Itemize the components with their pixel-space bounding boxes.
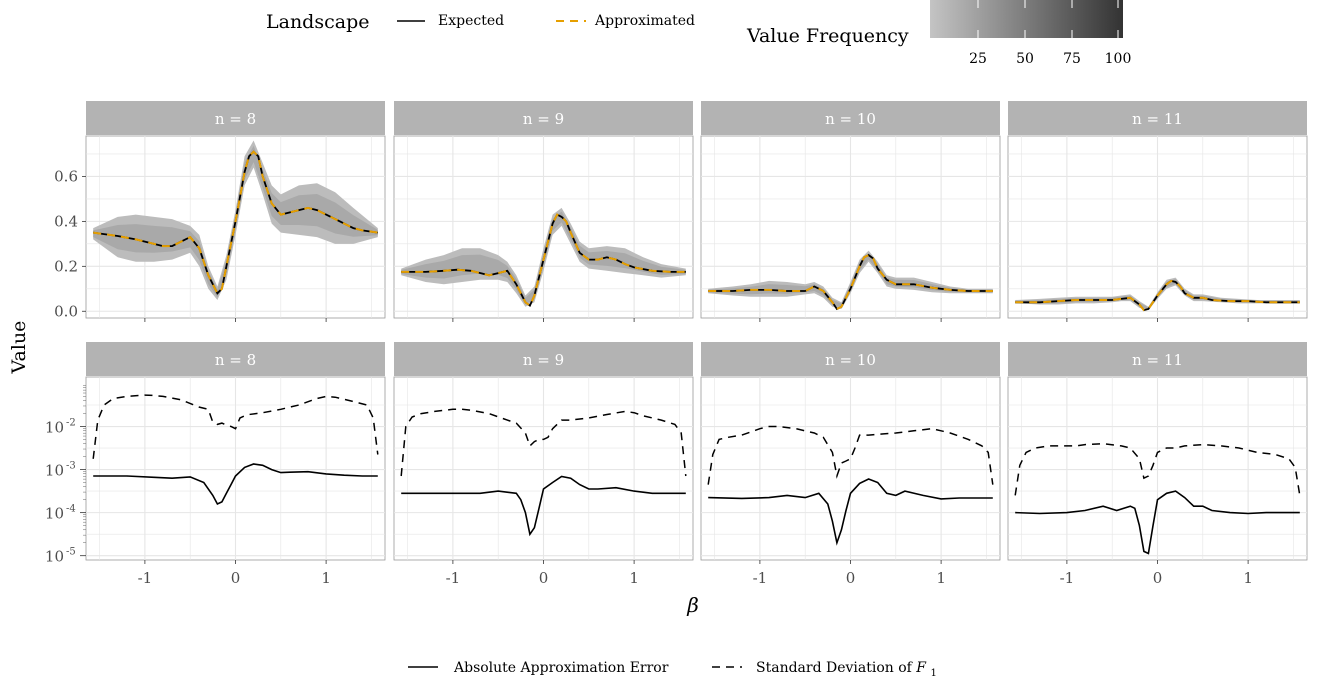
y-tick-label-exponent: -5 bbox=[66, 547, 76, 558]
y-tick-label-exponent: -3 bbox=[66, 461, 76, 472]
facet-panel-value-9: n = 9 bbox=[393, 101, 694, 322]
x-tick-label: 1 bbox=[321, 569, 331, 587]
facet-strip bbox=[394, 101, 693, 135]
facet-strip bbox=[701, 101, 1000, 135]
legend-sd-label-text: Standard Deviation of bbox=[756, 660, 916, 676]
y-tick-label: 0.6 bbox=[54, 167, 78, 185]
sd-line bbox=[400, 408, 687, 477]
y-tick-label-exponent: -4 bbox=[66, 504, 76, 515]
x-tick-label: 0 bbox=[1153, 569, 1163, 587]
panels: n = 8 0.0 0.2 0.4 0.6 n = 9 n = 10 n = 11 n = 8 -… bbox=[45, 101, 1308, 587]
frequency-colorbar-tick-label: 50 bbox=[1016, 51, 1034, 67]
x-tick-label: 0 bbox=[231, 569, 241, 587]
x-axis-title: β bbox=[686, 593, 699, 617]
error-line bbox=[93, 463, 378, 506]
legend-sd-label-sub: 1 bbox=[930, 668, 936, 679]
facet-panel-error-8: n = 8-1 0 110-510-410-310-2 bbox=[45, 342, 386, 587]
y-tick-label-exponent: -2 bbox=[66, 418, 76, 429]
facet-strip-label: n = 8 bbox=[215, 351, 256, 369]
landscape-legend: Landscape Expected Approximated bbox=[266, 11, 695, 33]
frequency-legend-title: Value Frequency bbox=[746, 25, 909, 47]
facet-panel-error-11: n = 11 -1 0 1 bbox=[1007, 342, 1308, 587]
facet-strip bbox=[1008, 101, 1307, 135]
error-line bbox=[1015, 490, 1300, 555]
legend-error-label: Absolute Approximation Error bbox=[453, 660, 669, 676]
facet-strip bbox=[701, 342, 1000, 376]
facet-strip-label: n = 9 bbox=[523, 110, 564, 128]
approximated-line bbox=[1015, 279, 1300, 312]
x-tick-label: 0 bbox=[846, 569, 856, 587]
facet-strip-label: n = 8 bbox=[215, 110, 256, 128]
frequency-colorbar-tick-label: 100 bbox=[1105, 51, 1132, 67]
frequency-colorbar-tick-label: 25 bbox=[969, 51, 987, 67]
x-tick-label: 1 bbox=[1243, 569, 1253, 587]
frequency-legend: Value Frequency 25 50 75 100 bbox=[746, 0, 1131, 67]
y-tick-label: 0.4 bbox=[54, 212, 78, 230]
facet-strip-label: n = 11 bbox=[1132, 351, 1183, 369]
facet-panel-error-9: n = 9 -1 0 1 bbox=[393, 342, 694, 587]
legend-approximated-label: Approximated bbox=[594, 13, 695, 29]
approximated-line bbox=[401, 213, 686, 308]
legend-sd-label-var: F bbox=[915, 660, 927, 676]
x-tick-label: -1 bbox=[138, 569, 153, 587]
frequency-band bbox=[708, 250, 993, 309]
expected-line bbox=[93, 150, 378, 295]
y-tick-label: 10 bbox=[45, 462, 64, 480]
facet-strip-label: n = 11 bbox=[1132, 110, 1183, 128]
x-tick-label: 1 bbox=[629, 569, 639, 587]
frequency-colorbar bbox=[930, 0, 1123, 38]
facet-panel-error-10: n = 10 -1 0 1 bbox=[700, 342, 1001, 587]
x-tick-label: 0 bbox=[539, 569, 549, 587]
x-tick-label: -1 bbox=[446, 569, 461, 587]
facet-panel-value-8: n = 8 0.0 0.2 0.4 0.6 bbox=[54, 101, 386, 322]
error-line bbox=[708, 478, 993, 546]
sd-line bbox=[1014, 442, 1301, 496]
y-tick-label: 0.2 bbox=[54, 257, 78, 275]
frequency-colorbar-ticks: 25 50 75 100 bbox=[969, 0, 1131, 67]
y-axis-title: Value bbox=[8, 321, 30, 375]
error-line bbox=[401, 475, 686, 537]
facet-strip-label: n = 10 bbox=[825, 110, 876, 128]
landscape-legend-title: Landscape bbox=[266, 11, 369, 33]
frequency-colorbar-tick-label: 75 bbox=[1063, 51, 1081, 67]
facet-strip bbox=[86, 342, 385, 376]
facet-panel-value-10: n = 10 bbox=[700, 101, 1001, 322]
legend-expected-label: Expected bbox=[438, 13, 504, 29]
legend-sd-label: Standard Deviation of F 1 bbox=[756, 660, 937, 679]
x-tick-label: -1 bbox=[753, 569, 768, 587]
facet-strip bbox=[86, 101, 385, 135]
y-tick-label: 10 bbox=[45, 505, 64, 523]
y-tick-label: 10 bbox=[45, 419, 64, 437]
y-tick-label: 10 bbox=[45, 548, 64, 566]
facet-strip bbox=[394, 342, 693, 376]
sd-line bbox=[707, 425, 994, 485]
facet-strip-label: n = 10 bbox=[825, 351, 876, 369]
x-tick-label: -1 bbox=[1060, 569, 1075, 587]
y-tick-label: 0.0 bbox=[54, 302, 78, 320]
facet-strip bbox=[1008, 342, 1307, 376]
facet-panel-value-11: n = 11 bbox=[1007, 101, 1308, 322]
approximated-line bbox=[708, 253, 993, 311]
facet-strip-label: n = 9 bbox=[523, 351, 564, 369]
x-tick-label: 1 bbox=[936, 569, 946, 587]
bottom-legend: Absolute Approximation Error Standard De… bbox=[408, 660, 937, 679]
